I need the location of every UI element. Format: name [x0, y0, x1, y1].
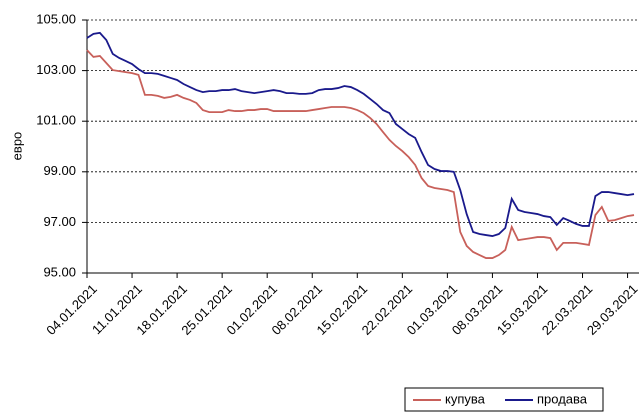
y-tick-label: 105.00	[36, 11, 76, 26]
y-tick-label: 97.00	[43, 214, 76, 229]
legend	[404, 387, 604, 412]
legend-label: продава	[537, 391, 588, 406]
series-line	[86, 31, 635, 237]
y-tick-label: 99.00	[43, 163, 76, 178]
series-line	[86, 49, 635, 259]
legend-label: купува	[445, 391, 486, 406]
y-tick-label: 95.00	[43, 264, 76, 279]
y-tick-label: 101.00	[36, 113, 76, 128]
y-axis-label: евро	[9, 132, 24, 161]
y-tick-label: 103.00	[36, 62, 76, 77]
